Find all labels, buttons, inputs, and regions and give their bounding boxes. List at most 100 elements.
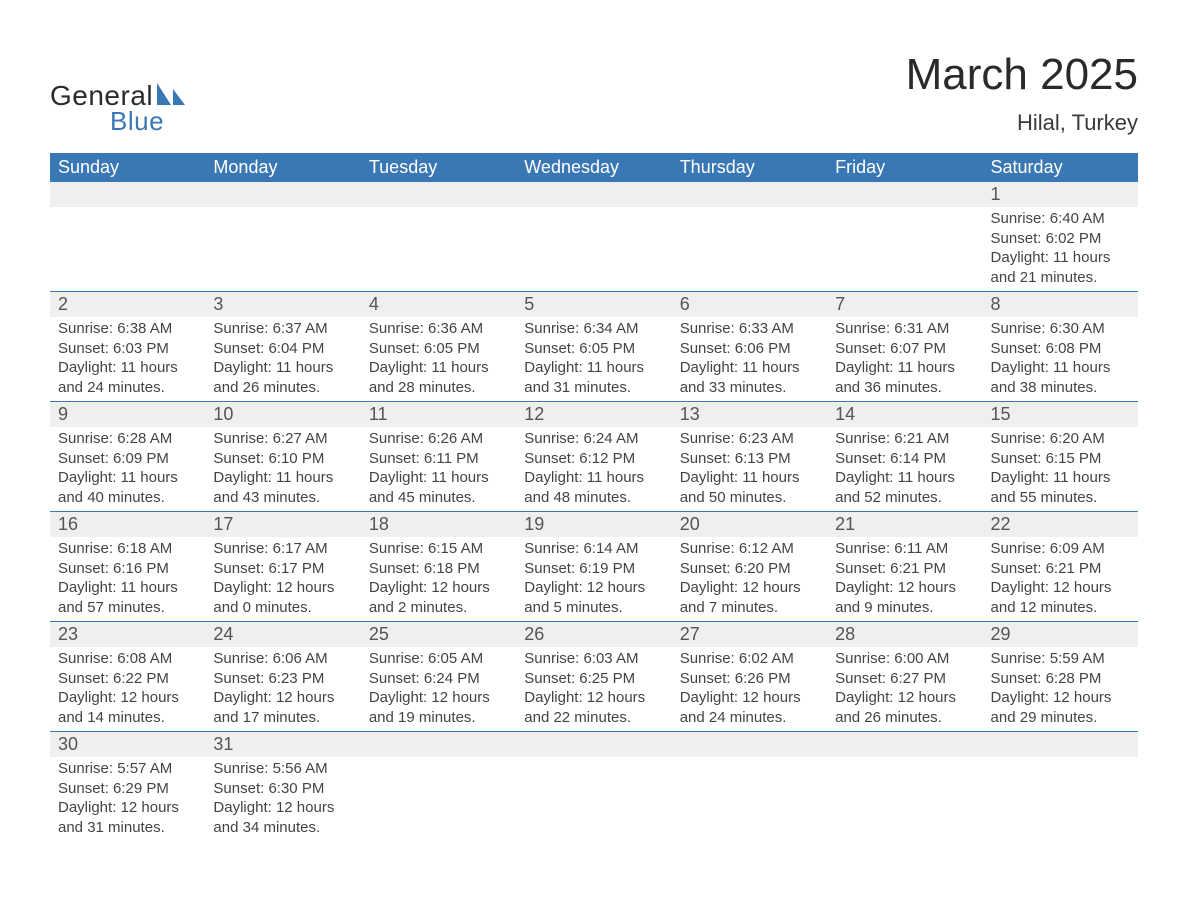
day-detail-cell: Sunrise: 5:56 AMSunset: 6:30 PMDaylight:… [205, 757, 360, 841]
day-number-cell [205, 182, 360, 207]
day-detail-line: and 24 minutes. [680, 708, 819, 728]
week-daynum-row: 3031 [50, 732, 1138, 758]
day-detail-line: Sunrise: 6:02 AM [680, 649, 819, 669]
day-detail-line: Daylight: 11 hours [835, 468, 974, 488]
day-header: Friday [827, 153, 982, 182]
day-detail-line: Daylight: 12 hours [58, 688, 197, 708]
day-detail-line: Sunset: 6:07 PM [835, 339, 974, 359]
day-detail-line: Sunset: 6:15 PM [991, 449, 1130, 469]
day-detail-line: and 22 minutes. [524, 708, 663, 728]
day-number-cell: 29 [983, 622, 1138, 648]
day-header: Wednesday [516, 153, 671, 182]
week-daynum-row: 23242526272829 [50, 622, 1138, 648]
day-detail-line: Sunrise: 6:00 AM [835, 649, 974, 669]
day-number-cell: 30 [50, 732, 205, 758]
day-detail-line: Daylight: 11 hours [524, 358, 663, 378]
day-detail-cell: Sunrise: 6:12 AMSunset: 6:20 PMDaylight:… [672, 537, 827, 622]
day-number-cell [827, 732, 982, 758]
day-header-row: Sunday Monday Tuesday Wednesday Thursday… [50, 153, 1138, 182]
day-detail-line: and 45 minutes. [369, 488, 508, 508]
week-daynum-row: 9101112131415 [50, 402, 1138, 428]
day-detail-line: and 55 minutes. [991, 488, 1130, 508]
day-detail-line: and 50 minutes. [680, 488, 819, 508]
day-number-cell: 8 [983, 292, 1138, 318]
day-detail-line: Daylight: 12 hours [680, 578, 819, 598]
day-detail-line: Sunrise: 6:34 AM [524, 319, 663, 339]
day-detail-line: Daylight: 11 hours [991, 468, 1130, 488]
day-detail-line: Sunset: 6:23 PM [213, 669, 352, 689]
day-detail-line: Daylight: 11 hours [835, 358, 974, 378]
day-detail-line: and 17 minutes. [213, 708, 352, 728]
day-detail-line: Sunset: 6:14 PM [835, 449, 974, 469]
day-detail-line: Sunset: 6:18 PM [369, 559, 508, 579]
day-number-cell [516, 182, 671, 207]
day-detail-line: Sunrise: 6:03 AM [524, 649, 663, 669]
day-detail-cell: Sunrise: 6:26 AMSunset: 6:11 PMDaylight:… [361, 427, 516, 512]
week-daynum-row: 16171819202122 [50, 512, 1138, 538]
day-detail-line: Sunset: 6:27 PM [835, 669, 974, 689]
day-detail-line: and 34 minutes. [213, 818, 352, 838]
day-detail-line: and 21 minutes. [991, 268, 1130, 288]
day-detail-line: Sunrise: 6:05 AM [369, 649, 508, 669]
day-detail-line: Daylight: 12 hours [213, 578, 352, 598]
day-number-cell: 3 [205, 292, 360, 318]
day-detail-line: and 14 minutes. [58, 708, 197, 728]
week-detail-row: Sunrise: 6:08 AMSunset: 6:22 PMDaylight:… [50, 647, 1138, 732]
day-detail-line: and 26 minutes. [213, 378, 352, 398]
day-number-cell: 23 [50, 622, 205, 648]
day-detail-line: Daylight: 11 hours [369, 358, 508, 378]
day-detail-cell: Sunrise: 6:00 AMSunset: 6:27 PMDaylight:… [827, 647, 982, 732]
day-detail-line: Sunrise: 6:26 AM [369, 429, 508, 449]
day-number-cell: 28 [827, 622, 982, 648]
day-detail-line: Daylight: 12 hours [524, 688, 663, 708]
page-title: March 2025 [906, 50, 1138, 100]
day-header: Sunday [50, 153, 205, 182]
day-detail-cell [827, 757, 982, 841]
day-detail-line: Sunrise: 6:20 AM [991, 429, 1130, 449]
day-detail-cell [516, 757, 671, 841]
day-detail-line: Daylight: 11 hours [524, 468, 663, 488]
day-detail-line: Daylight: 11 hours [369, 468, 508, 488]
day-detail-line: Daylight: 11 hours [213, 358, 352, 378]
day-detail-line: Sunrise: 6:18 AM [58, 539, 197, 559]
day-detail-line: and 52 minutes. [835, 488, 974, 508]
day-detail-line: Sunset: 6:19 PM [524, 559, 663, 579]
day-detail-line: Sunrise: 5:57 AM [58, 759, 197, 779]
day-detail-cell: Sunrise: 6:05 AMSunset: 6:24 PMDaylight:… [361, 647, 516, 732]
day-detail-line: Sunset: 6:08 PM [991, 339, 1130, 359]
day-number-cell [827, 182, 982, 207]
day-number-cell: 27 [672, 622, 827, 648]
day-detail-line: Daylight: 11 hours [58, 468, 197, 488]
day-number-cell: 26 [516, 622, 671, 648]
day-detail-line: and 29 minutes. [991, 708, 1130, 728]
day-detail-line: Sunset: 6:11 PM [369, 449, 508, 469]
day-detail-line: and 57 minutes. [58, 598, 197, 618]
calendar-table: Sunday Monday Tuesday Wednesday Thursday… [50, 153, 1138, 841]
day-detail-cell: Sunrise: 6:02 AMSunset: 6:26 PMDaylight:… [672, 647, 827, 732]
day-detail-line: Sunrise: 6:08 AM [58, 649, 197, 669]
day-header: Monday [205, 153, 360, 182]
week-detail-row: Sunrise: 6:38 AMSunset: 6:03 PMDaylight:… [50, 317, 1138, 402]
day-detail-line: Sunrise: 6:12 AM [680, 539, 819, 559]
day-number-cell [983, 732, 1138, 758]
day-detail-line: Sunset: 6:21 PM [835, 559, 974, 579]
day-number-cell: 7 [827, 292, 982, 318]
day-detail-line: Sunrise: 6:33 AM [680, 319, 819, 339]
week-detail-row: Sunrise: 5:57 AMSunset: 6:29 PMDaylight:… [50, 757, 1138, 841]
day-number-cell: 10 [205, 402, 360, 428]
day-detail-line: and 38 minutes. [991, 378, 1130, 398]
day-detail-line: Sunrise: 6:38 AM [58, 319, 197, 339]
day-detail-line: and 12 minutes. [991, 598, 1130, 618]
week-detail-row: Sunrise: 6:18 AMSunset: 6:16 PM Daylight:… [50, 537, 1138, 622]
day-detail-line: and 48 minutes. [524, 488, 663, 508]
day-detail-line: Sunset: 6:16 PM [58, 559, 197, 579]
day-detail-line: and 19 minutes. [369, 708, 508, 728]
day-detail-line: Sunrise: 6:06 AM [213, 649, 352, 669]
day-detail-line: Daylight: 12 hours [835, 688, 974, 708]
day-detail-line: Daylight: 12 hours [369, 688, 508, 708]
day-detail-line: Sunrise: 6:36 AM [369, 319, 508, 339]
day-detail-line: Sunset: 6:12 PM [524, 449, 663, 469]
day-detail-line: Sunset: 6:28 PM [991, 669, 1130, 689]
day-detail-cell: Sunrise: 6:28 AMSunset: 6:09 PMDaylight:… [50, 427, 205, 512]
day-detail-cell: Sunrise: 5:59 AMSunset: 6:28 PMDaylight:… [983, 647, 1138, 732]
